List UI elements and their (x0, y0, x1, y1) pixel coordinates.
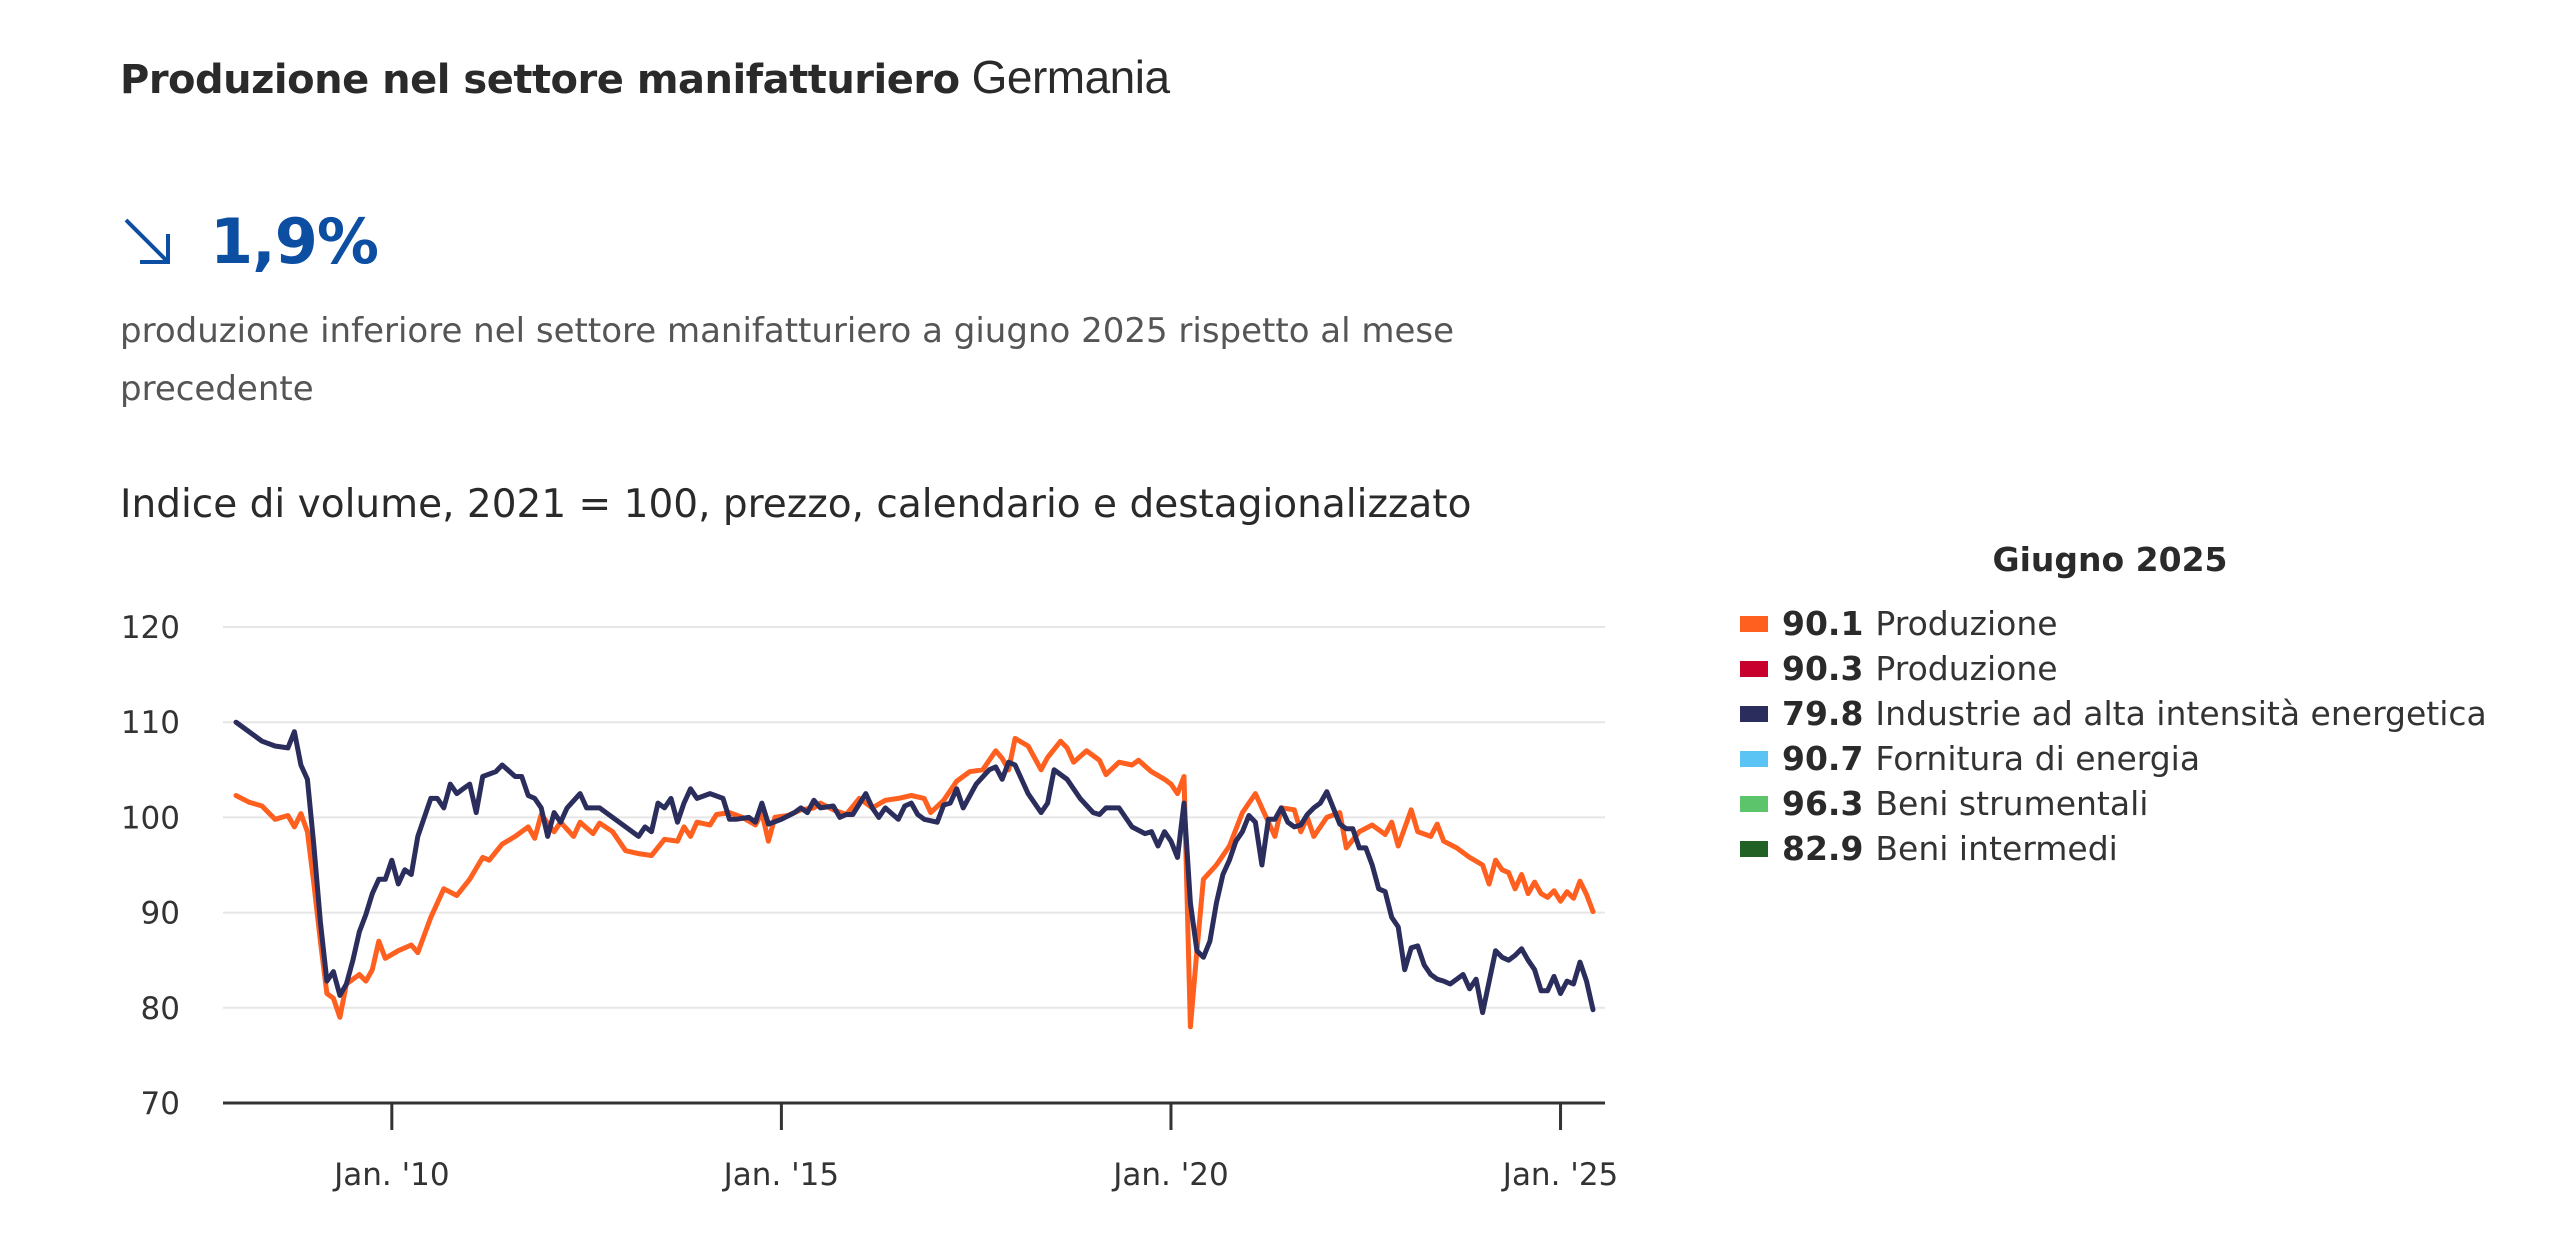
legend-heading: Giugno 2025 (1992, 540, 2228, 579)
legend-item[interactable]: 90.3 Produzione (1740, 646, 2487, 691)
title-country: Germania (971, 51, 1170, 103)
x-tick-label: Jan. '25 (1501, 1157, 1618, 1193)
legend-item[interactable]: 90.7 Fornitura di energia (1740, 736, 2487, 781)
gridlines (223, 626, 1605, 1009)
legend: Giugno 2025 90.1 Produzione 90.3 Produzione… (1740, 540, 2487, 871)
legend-value: 82.9 (1782, 829, 1864, 868)
title-text: Produzione nel settore manifatturiero (120, 57, 960, 103)
legend-value: 96.3 (1782, 784, 1864, 823)
y-tick-label: 110 (121, 705, 180, 741)
y-tick-label: 100 (121, 800, 180, 836)
legend-label: Beni strumentali (1875, 784, 2149, 823)
legend-swatch (1740, 795, 1768, 812)
series-lines (233, 719, 1596, 1030)
arrow-down-right-icon (124, 218, 170, 264)
legend-swatch (1740, 615, 1768, 632)
legend-label: Produzione (1875, 649, 2058, 688)
legend-value: 90.7 (1782, 739, 1864, 778)
y-tick-label: 120 (121, 610, 180, 646)
series-line-produzione (233, 735, 1596, 1030)
legend-value: 90.3 (1782, 649, 1864, 688)
line-chart: 70 80 90 100 110 120 Jan. '10 Jan. '15 Jan. '20… (121, 610, 1618, 1193)
y-tick-label: 90 (141, 896, 180, 932)
legend-value: 90.1 (1782, 604, 1864, 643)
legend-item[interactable]: 82.9 Beni intermedi (1740, 826, 2487, 871)
legend-swatch (1740, 705, 1768, 722)
legend-label: Industrie ad alta intensità energetica (1875, 694, 2487, 733)
x-tick-label: Jan. '15 (722, 1157, 839, 1193)
legend-swatch (1740, 750, 1768, 767)
x-axis: Jan. '10 Jan. '15 Jan. '20 Jan. '25 (223, 1101, 1618, 1193)
x-tick-label: Jan. '10 (332, 1157, 449, 1193)
legend-item[interactable]: 96.3 Beni strumentali (1740, 781, 2487, 826)
legend-item[interactable]: 90.1 Produzione (1740, 601, 2487, 646)
kpi-block: 1,9% (120, 205, 379, 278)
kpi-value: 1,9% (210, 205, 379, 278)
legend-value: 79.8 (1782, 694, 1864, 733)
legend-swatch (1740, 660, 1768, 677)
legend-label: Beni intermedi (1875, 829, 2118, 868)
legend-item[interactable]: 79.8 Industrie ad alta intensità energeti… (1740, 691, 2487, 736)
y-axis-ticks: 70 80 90 100 110 120 (121, 610, 180, 1122)
series-line-industrie-ad-alta-intensit-energetica (233, 719, 1596, 1016)
legend-label: Produzione (1875, 604, 2058, 643)
kpi-description: produzione inferiore nel settore manifat… (120, 311, 1455, 409)
page-title: Produzione nel settore manifatturiero Ger… (120, 50, 1170, 104)
y-tick-label: 80 (141, 991, 180, 1027)
legend-label: Fornitura di energia (1875, 739, 2201, 778)
chart-subtitle: Indice di volume, 2021 = 100, prezzo, ca… (120, 482, 1472, 527)
y-tick-label: 70 (141, 1086, 180, 1122)
x-tick-label: Jan. '20 (1111, 1157, 1228, 1193)
legend-swatch (1740, 840, 1768, 857)
